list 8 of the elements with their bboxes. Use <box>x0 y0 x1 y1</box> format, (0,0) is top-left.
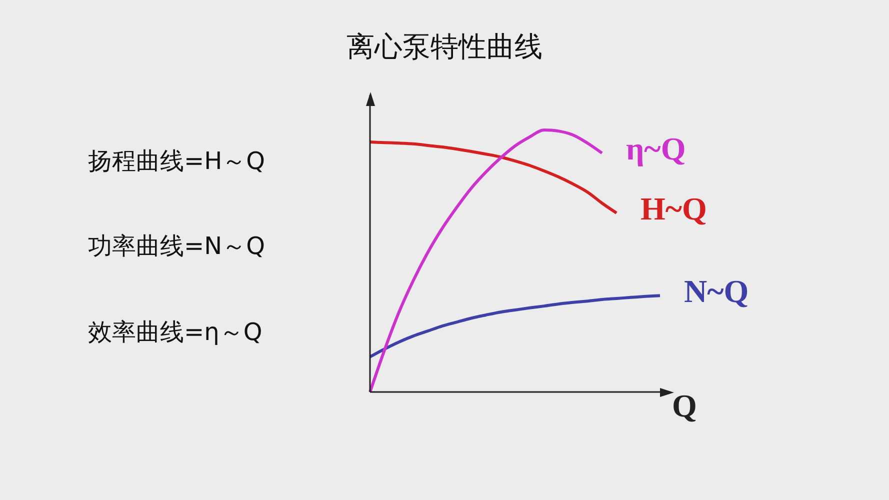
text: 效率曲线=η～Q <box>88 317 262 348</box>
x-axis-title: Q <box>672 387 697 424</box>
text: 功率曲线=N～Q <box>88 231 265 262</box>
chart-title: 离心泵特性曲线 <box>346 29 544 65</box>
series-label: N~Q <box>684 272 749 309</box>
text: 扬程曲线=H～Q <box>88 146 266 177</box>
series-label: H~Q <box>640 190 707 226</box>
series-label: η~Q <box>626 130 686 166</box>
